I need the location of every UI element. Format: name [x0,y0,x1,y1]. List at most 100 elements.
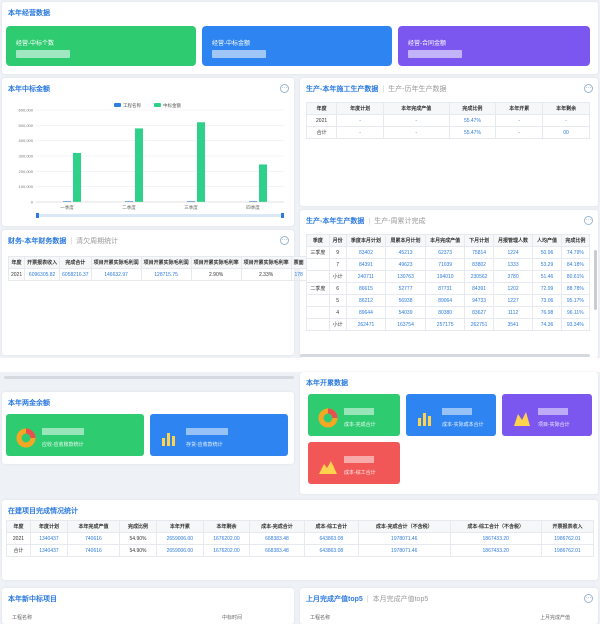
table-row[interactable]: 三季度 9 83402 45213 62373 75814 1224 50.96 74.79% [306,246,591,259]
monthly-cell: 54039 [385,306,426,319]
table-row[interactable]: 7 84391 49623 71039 83802 1333 53.29 84.18% [306,258,591,271]
finance-header: 完成合计 [59,256,92,269]
table-row[interactable]: 5 86212 56938 89064 94733 1227 73.06 95.17% [306,294,591,307]
bar-bid-amount [259,164,267,202]
monthly-cell: 96.11% [560,306,591,319]
table-row[interactable]: 合计 1340437 740616 54.90% 2659006.00 1676202.0… [6,544,595,557]
table-row[interactable]: 小计 240711 130763 194010 230562 3780 51.46 80.61… [306,270,591,283]
more-icon[interactable]: ··· [584,84,593,93]
tab-arrears[interactable]: 清欠周期统计 [76,238,119,245]
monthly-cell [306,258,330,271]
finance-title[interactable]: 财务-本年财务数据 [8,238,67,245]
production-cell: 合计 [305,126,338,139]
contract-amount-card[interactable]: 经营-合同金额 [398,26,590,66]
balance-panel: 本年两金余额 应收-应收账款统计 存货-应收款统计 [2,392,294,464]
monthly-cell [306,270,330,283]
finance-cell: 2021 [7,268,26,281]
bid-count-card[interactable]: 经营-中标个数 [6,26,196,66]
monthly-cell: 62373 [424,246,466,259]
receivable-card[interactable]: 应收-应收账款统计 [6,414,144,456]
monthly-header: 人均产值 [532,234,562,247]
projects-cell: 2659006.00 [156,544,204,557]
monthly-cell: 194010 [424,270,466,283]
top5-last-month-tab[interactable]: 上月完成产值top5 [306,596,363,603]
finance-cell: 178 [290,268,307,281]
monthly-header: 季度 [306,234,330,247]
monthly-cell: 257175 [424,318,466,331]
cost-complete-card[interactable]: 成本-完成合计 [308,394,400,436]
y-tick-label: 100,000 [19,184,34,189]
table-row[interactable]: 4 89644 54039 80380 83627 1112 76.98 96.11% [306,306,591,319]
finance-cell: 6058216.37 [59,268,92,281]
inventory-label: 存货-应收款统计 [186,442,223,448]
production-header: 年度计划 [336,102,384,115]
projects-panel: 在建项目完成情况统计 年度 年度计划 本年完成产值 完成比例 本年开累 本年剩余 成本-完成… [2,500,598,580]
monthly-cell: 3541 [492,318,534,331]
y-tick-label: 300,000 [19,154,34,159]
table-row[interactable]: 2021- -55.47% - - [305,114,590,127]
projects-cell: 54.90% [118,532,158,545]
production-header: 年度 [305,102,338,115]
monthly-scrollbar[interactable] [594,250,597,310]
production-cell: - [542,114,590,127]
table-row[interactable]: 2021 1340437 740616 54.90% 2659006.00 1676202… [6,532,595,545]
labor-cost-card[interactable]: 成本-综工合计 [308,442,400,484]
actual-cost-card[interactable]: 成本-实际成本合计 [406,394,496,436]
monthly-header: 完成比例 [560,234,591,247]
finance-header: 项目开累实际毛利润 [90,256,142,269]
new-bid-title: 本年新中标项目 [8,596,57,603]
production-title[interactable]: 生产-本年施工生产数据 [306,86,379,93]
divider-band [0,358,600,372]
actual-cost-label: 成本-实际成本合计 [442,422,484,428]
bar-bid-amount [197,122,205,202]
monthly-cell: 86615 [345,282,387,295]
inventory-card[interactable]: 存货-应收款统计 [150,414,288,456]
balance-title: 本年两金余额 [8,400,50,407]
inventory-value [186,428,228,435]
y-tick-label: 0 [31,200,34,205]
projects-cell: 1986762.01 [540,532,595,545]
open-title: 本年开累数据 [306,380,348,387]
monthly-title[interactable]: 生产-本年生产数据 [306,218,365,225]
more-icon[interactable]: ··· [280,84,289,93]
monthly-cell: 76.98 [532,306,562,319]
monthly-table: 季度 月份 季度本月计划 周累本月计划 本月完成产值 下月计划 月报管理人数 人均产值 完成比例… [306,234,591,331]
horizontal-scrollbar[interactable] [4,376,294,379]
bid-amount-card[interactable]: 经营-中标金额 [202,26,392,66]
projects-cell: 643863.08 [303,544,360,557]
horizontal-scrollbar-right[interactable] [300,354,590,357]
operations-title: 本年经营数据 [8,10,50,17]
tab-weekly[interactable]: 生产-周累计完成 [374,218,426,225]
monthly-cell: 1112 [492,306,534,319]
projects-header: 开票报表收入 [540,520,595,533]
monthly-cell: 三季度 [306,246,330,259]
bid-count-label: 经营-中标个数 [16,41,54,47]
table-row[interactable]: 二季度 6 86615 52777 87731 84391 1202 72.99 88.78% [306,282,591,295]
x-tick-label: 四季度 [246,204,260,211]
more-icon[interactable]: ··· [584,216,593,225]
bid-chart-panel: 本年中标金额 ··· 工程名称 中标金额 0 100,000 200,000 300,00… [2,78,294,226]
monthly-cell: 6 [328,282,347,295]
project-total-card[interactable]: 项目-实际合计 [502,394,592,436]
more-icon[interactable]: ··· [280,236,289,245]
bar-project [125,201,133,202]
monthly-cell: 130763 [385,270,426,283]
monthly-cell: 83627 [464,306,494,319]
more-icon[interactable]: ··· [584,594,593,603]
projects-cell: 1978071.46 [358,532,451,545]
monthly-cell: 87731 [424,282,466,295]
projects-cell: 1986762.01 [540,544,595,557]
top5-this-month-tab[interactable]: 本月完成产值top5 [372,596,429,603]
projects-cell: 643863.08 [303,532,360,545]
monthly-cell: 88.78% [560,282,591,295]
monthly-cell: 73.06 [532,294,562,307]
tab-history-production[interactable]: 生产-历年生产数据 [388,86,447,93]
table-row[interactable]: 合计 - -55.47% -00 [305,126,590,139]
bar-project [249,201,257,202]
table-row[interactable]: 小计 262471 163754 257175 262751 3541 74.36 93.34… [306,318,591,331]
actual-cost-value [442,408,472,415]
monthly-cell: 74.36 [532,318,562,331]
finance-cell: 146632.97 [90,268,142,281]
legend-swatch [114,103,121,107]
monthly-cell: 1224 [492,246,534,259]
